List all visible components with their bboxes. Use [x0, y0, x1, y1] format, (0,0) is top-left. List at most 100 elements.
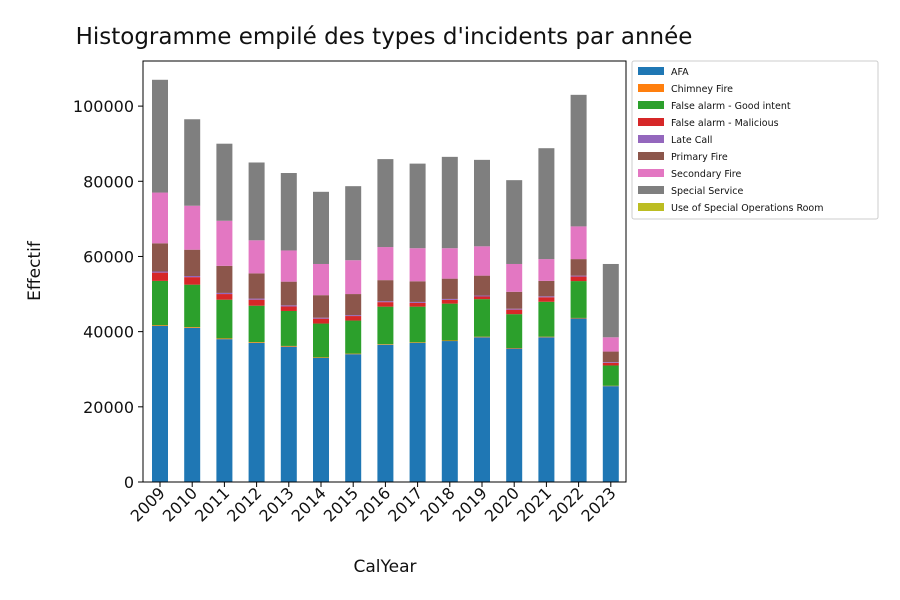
- bar-2015-chimney-fire: [345, 353, 362, 355]
- bar-2023-special-service: [602, 263, 619, 338]
- bar-2021-late-call: [538, 296, 555, 298]
- bar-2010-false-alarm-good-intent: [184, 284, 201, 328]
- legend-swatch: [638, 135, 664, 143]
- bar-2019-chimney-fire: [474, 336, 490, 338]
- bar-2011-special-service: [216, 143, 233, 221]
- x-tick-label: 2010: [159, 483, 201, 525]
- bar-2012-secondary-fire: [248, 240, 265, 274]
- legend-swatch: [638, 203, 664, 211]
- legend-swatch: [638, 169, 664, 177]
- y-tick-label: 40000: [83, 323, 134, 342]
- bar-2009-false-alarm-good-intent: [152, 280, 168, 326]
- bar-2021-primary-fire: [538, 280, 555, 297]
- bar-2020-false-alarm-malicious: [506, 309, 523, 315]
- bar-2014-false-alarm-good-intent: [313, 323, 329, 358]
- bar-2018-special-service: [441, 156, 458, 249]
- bar-2013-primary-fire: [280, 281, 297, 306]
- bar-2016-secondary-fire: [377, 247, 394, 281]
- x-tick-label: 2019: [449, 483, 491, 525]
- y-axis-label: Effectif: [25, 240, 45, 301]
- bar-2023-late-call: [602, 362, 619, 363]
- bar-2017-afa: [409, 342, 426, 482]
- bar-2014-chimney-fire: [313, 357, 329, 358]
- legend-frame: [631, 60, 879, 220]
- bar-2022-primary-fire: [570, 259, 587, 276]
- bar-2018-afa: [441, 341, 458, 482]
- legend-swatch: [638, 84, 664, 92]
- bar-2015-primary-fire: [345, 294, 362, 316]
- y-tick-label: 20000: [83, 398, 134, 417]
- bar-2021-chimney-fire: [538, 336, 555, 338]
- bar-2015-false-alarm-good-intent: [345, 320, 362, 354]
- bar-2013-afa: [280, 346, 297, 482]
- y-tick-label: 100000: [73, 97, 134, 116]
- bar-2019-primary-fire: [474, 275, 490, 296]
- bar-2012-chimney-fire: [248, 342, 265, 343]
- x-tick-label: 2014: [288, 483, 330, 525]
- legend-entry: Primary Fire: [671, 152, 728, 163]
- x-tick-label: 2020: [481, 483, 523, 525]
- bar-2010-afa: [184, 327, 201, 482]
- legend-entry: Use of Special Operations Room: [671, 203, 824, 214]
- bar-2016-special-service: [377, 159, 394, 248]
- bar-2012-special-service: [248, 162, 265, 241]
- bar-2021-special-service: [538, 148, 555, 260]
- bar-2019-secondary-fire: [474, 246, 490, 276]
- bar-2018-primary-fire: [441, 278, 458, 299]
- bar-2015-afa: [345, 354, 362, 482]
- legend-entry: Secondary Fire: [671, 169, 741, 180]
- bar-2020-special-service: [506, 180, 523, 264]
- bar-2020-secondary-fire: [506, 263, 523, 292]
- bar-2009-chimney-fire: [152, 325, 168, 327]
- bar-2023-primary-fire: [602, 351, 619, 363]
- x-axis-label: CalYear: [353, 557, 416, 577]
- x-tick-label: 2015: [320, 483, 362, 525]
- bar-2020-afa: [506, 348, 523, 482]
- bar-2022-false-alarm-malicious: [570, 276, 587, 282]
- bar-2023-false-alarm-good-intent: [602, 365, 619, 386]
- bar-2019-afa: [474, 337, 490, 482]
- bar-2016-primary-fire: [377, 280, 394, 302]
- bar-2009-afa: [152, 326, 168, 482]
- bar-2013-false-alarm-good-intent: [280, 310, 297, 346]
- bar-2018-false-alarm-malicious: [441, 299, 458, 304]
- bar-2013-chimney-fire: [280, 345, 297, 347]
- bar-2022-chimney-fire: [570, 317, 587, 319]
- x-tick-label: 2022: [545, 483, 587, 525]
- bar-2023-secondary-fire: [602, 337, 619, 352]
- bar-2011-false-alarm-good-intent: [216, 299, 233, 339]
- bar-2018-late-call: [441, 298, 458, 300]
- legend-entry: Chimney Fire: [671, 84, 733, 95]
- bar-2019-false-alarm-malicious: [474, 296, 490, 300]
- bar-2009-late-call: [152, 271, 168, 273]
- bar-2017-false-alarm-good-intent: [409, 306, 426, 343]
- bar-2012-afa: [248, 342, 265, 482]
- legend-swatch: [638, 186, 664, 194]
- legend-entry: Late Call: [671, 135, 712, 146]
- bar-2022-special-service: [570, 94, 587, 227]
- bar-2019-special-service: [474, 159, 490, 247]
- x-tick-label: 2017: [384, 483, 426, 525]
- bar-2011-primary-fire: [216, 265, 233, 293]
- bar-2016-chimney-fire: [377, 344, 394, 345]
- bar-2011-secondary-fire: [216, 220, 233, 266]
- bar-2012-false-alarm-malicious: [248, 299, 265, 306]
- bar-2023-false-alarm-malicious: [602, 362, 619, 366]
- bar-2012-late-call: [248, 298, 265, 300]
- x-tick-label: 2023: [577, 483, 619, 525]
- x-tick-label: 2016: [352, 483, 394, 525]
- bar-2021-false-alarm-malicious: [538, 297, 555, 302]
- bar-2010-chimney-fire: [184, 327, 201, 328]
- y-axis: 0 20000 40000 60000 80000 100000: [73, 97, 143, 492]
- bar-2015-secondary-fire: [345, 260, 362, 295]
- bar-2022-late-call: [570, 275, 587, 277]
- bars-group: [152, 79, 619, 482]
- bar-2010-special-service: [184, 119, 201, 206]
- y-tick-label: 60000: [83, 247, 134, 266]
- bar-2023-afa: [602, 386, 619, 482]
- bar-2009-false-alarm-malicious: [152, 272, 168, 281]
- bar-2017-late-call: [409, 301, 426, 303]
- bar-2014-secondary-fire: [313, 263, 329, 296]
- bar-2011-false-alarm-malicious: [216, 294, 233, 300]
- bar-2009-special-service: [152, 79, 168, 193]
